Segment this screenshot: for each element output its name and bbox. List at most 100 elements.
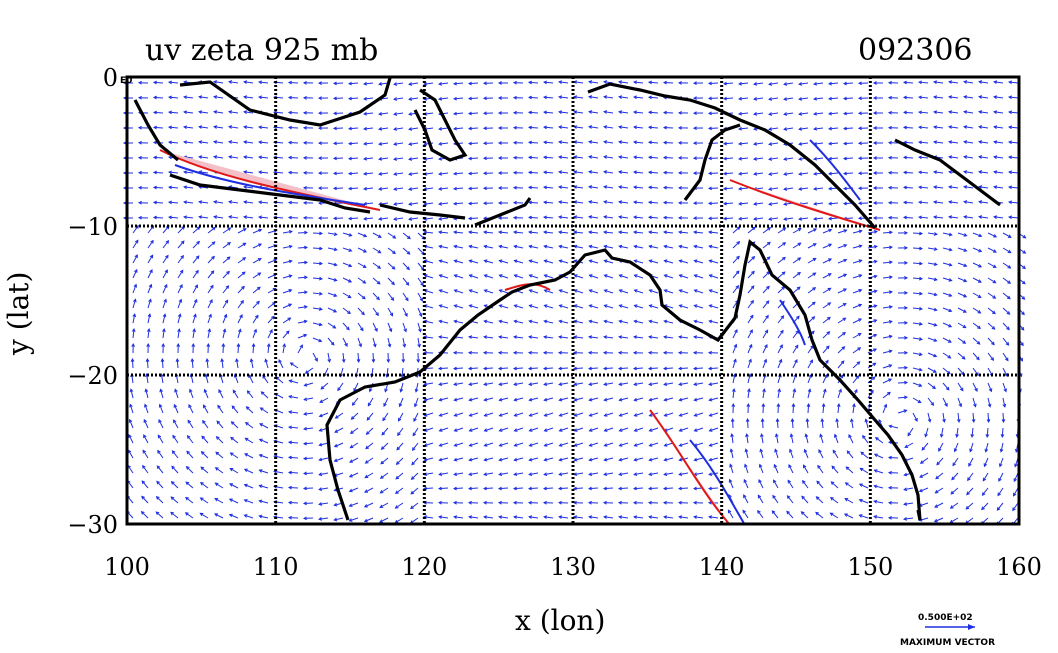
wind-vector bbox=[648, 216, 659, 219]
wind-vector-head bbox=[840, 360, 845, 365]
wind-vector bbox=[1002, 262, 1011, 269]
wind-vector bbox=[402, 247, 411, 255]
wind-vector bbox=[543, 487, 554, 490]
wind-vector bbox=[401, 367, 404, 378]
wind-vector-head bbox=[962, 324, 967, 329]
wind-vector-head bbox=[938, 447, 942, 452]
wind-vector-head bbox=[1002, 403, 1007, 408]
wind-vector bbox=[648, 186, 659, 189]
wind-vector-head bbox=[393, 157, 398, 161]
wind-vector-head bbox=[843, 273, 848, 278]
wind-vector bbox=[172, 435, 179, 444]
wind-vector-head bbox=[175, 357, 180, 362]
wind-vector-head bbox=[332, 126, 337, 131]
wind-vector-head bbox=[363, 81, 368, 86]
wind-vector-head bbox=[244, 437, 249, 442]
wind-vector bbox=[822, 229, 832, 234]
wind-vector-head bbox=[396, 446, 401, 451]
wind-vector bbox=[982, 487, 989, 496]
wind-vector-head bbox=[806, 402, 811, 407]
wind-vector-head bbox=[678, 230, 683, 235]
wind-vector-head bbox=[993, 140, 998, 144]
wind-vector bbox=[529, 442, 539, 447]
wind-vector-head bbox=[241, 285, 245, 290]
wind-vector-head bbox=[1021, 311, 1025, 316]
wind-vector-head bbox=[936, 461, 941, 466]
wind-vector-head bbox=[933, 307, 938, 312]
wind-vector bbox=[664, 289, 674, 294]
wind-vector-head bbox=[453, 304, 458, 308]
wind-vector-head bbox=[558, 472, 563, 477]
wind-vector-head bbox=[871, 376, 876, 381]
wind-vector-head bbox=[258, 155, 263, 160]
wind-vector-head bbox=[708, 443, 713, 447]
wind-vector bbox=[574, 320, 584, 324]
wind-vector-head bbox=[387, 343, 392, 348]
wind-vector bbox=[679, 289, 689, 294]
wind-vector bbox=[337, 382, 344, 391]
wind-vector bbox=[904, 487, 914, 491]
coast-sumatra bbox=[133, 99, 180, 162]
wind-vector-head bbox=[708, 304, 713, 308]
wind-vector bbox=[312, 262, 323, 265]
wind-vector bbox=[372, 352, 375, 363]
wind-vector bbox=[259, 500, 269, 504]
wind-vector-head bbox=[513, 230, 518, 235]
wind-vector-head bbox=[618, 515, 623, 519]
wind-vector-head bbox=[558, 230, 563, 235]
wind-vector bbox=[912, 307, 922, 310]
wind-vector bbox=[874, 485, 884, 489]
wind-vector bbox=[484, 289, 494, 294]
wind-vector bbox=[814, 82, 824, 85]
wind-vector-head bbox=[693, 319, 698, 324]
wind-vector bbox=[288, 126, 299, 129]
wind-vector-head bbox=[758, 463, 763, 468]
wind-vector-head bbox=[213, 95, 218, 99]
wind-vector-head bbox=[789, 433, 794, 438]
wind-vector-head bbox=[902, 140, 907, 145]
wind-vector-head bbox=[498, 397, 503, 402]
wind-vector-head bbox=[378, 172, 383, 176]
wind-vector-head bbox=[843, 288, 848, 292]
wind-vector-head bbox=[282, 343, 287, 348]
wind-vector-head bbox=[707, 350, 712, 355]
wind-vector bbox=[927, 337, 937, 342]
wind-vector bbox=[349, 502, 359, 507]
wind-vector bbox=[439, 97, 449, 100]
wind-vector-head bbox=[195, 255, 200, 260]
wind-vector-head bbox=[134, 254, 138, 259]
wind-vector-head bbox=[662, 125, 667, 130]
wind-vector-head bbox=[259, 407, 264, 411]
wind-vector-head bbox=[633, 515, 638, 519]
wind-vector bbox=[799, 97, 809, 100]
wind-vector-head bbox=[160, 357, 165, 362]
wind-vector bbox=[589, 412, 599, 417]
wind-vector-head bbox=[453, 81, 458, 86]
wind-vector-head bbox=[647, 155, 652, 160]
wind-vector bbox=[439, 336, 449, 339]
wind-vector bbox=[589, 96, 599, 99]
wind-vector-head bbox=[318, 322, 323, 327]
wind-vector-head bbox=[588, 472, 593, 477]
wind-vector bbox=[807, 272, 816, 279]
wind-vector-head bbox=[287, 215, 292, 220]
wind-vector bbox=[372, 307, 379, 316]
wind-vector-head bbox=[984, 448, 989, 453]
wind-vector-head bbox=[678, 428, 683, 432]
wind-vector-head bbox=[948, 278, 953, 282]
wind-vector bbox=[529, 260, 539, 264]
wind-vector bbox=[417, 292, 423, 302]
wind-vector bbox=[168, 141, 179, 144]
wind-vector bbox=[589, 289, 599, 294]
wind-vector-head bbox=[935, 475, 940, 480]
wind-vector-head bbox=[497, 186, 502, 190]
wind-vector bbox=[903, 141, 914, 144]
wind-vector-head bbox=[558, 382, 563, 387]
wind-vector bbox=[128, 434, 134, 444]
wind-vector bbox=[979, 126, 989, 129]
wind-vector bbox=[342, 322, 350, 331]
wind-vector-head bbox=[258, 438, 263, 443]
wind-vector-head bbox=[161, 342, 166, 347]
wind-vector bbox=[469, 442, 479, 447]
wind-vector bbox=[634, 289, 644, 294]
